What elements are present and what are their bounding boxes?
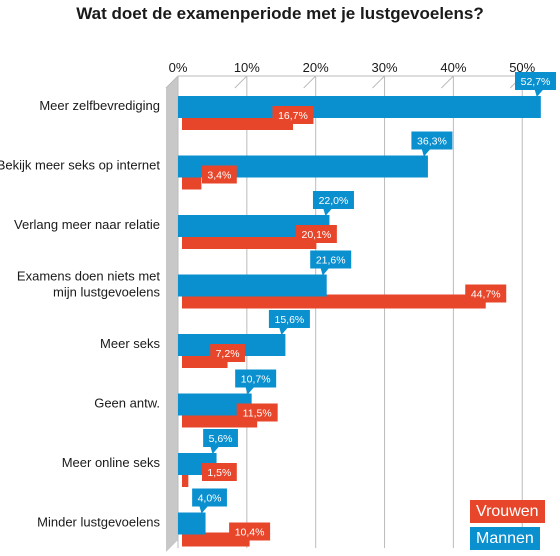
bar-vrouwen [182,116,293,130]
x-tick-label: 10% [234,60,260,75]
data-label-vrouwen-box [202,463,237,481]
data-label-vrouwen-box [465,284,507,303]
category-label: Geen antw. [94,396,160,411]
x-tick-label: 40% [440,60,466,75]
gridline-slant [165,75,179,89]
data-label-vrouwen-box [236,403,278,422]
data-label-mannen-pointer [323,209,332,216]
category-label: Bekijk meer seks op internet [0,158,160,173]
data-label-mannen-box [203,429,238,447]
data-label-mannen-box [312,191,354,209]
legend-vrouwen: Vrouwen [470,500,545,523]
data-label-mannen-pointer [421,149,430,157]
data-label-vrouwen-box [229,522,271,541]
data-label-vrouwen: 7,2% [216,348,240,360]
category-label: Meer seks [100,336,160,351]
x-tick-label: 20% [303,60,329,75]
data-label-mannen: 36,3% [417,136,447,148]
gridline-slant [234,75,248,89]
data-label-vrouwen-box [210,344,245,362]
category-label: mijn lustgevoelens [53,285,160,300]
x-tick-label: 30% [372,60,398,75]
data-label-mannen-box [235,369,277,388]
data-label-vrouwen: 11,5% [243,408,272,420]
x-tick-label: 0% [169,60,188,75]
bar-vrouwen [182,294,486,309]
legend-mannen: Mannen [470,527,540,550]
data-label-mannen-pointer [199,506,208,514]
category-label: Minder lustgevoelens [37,515,160,530]
data-label-mannen: 10,7% [241,374,271,386]
data-label-mannen-box [310,250,352,269]
chart-side-wall [166,76,178,552]
data-label-vrouwen: 3,4% [207,170,231,182]
data-label-mannen-box [192,488,227,507]
data-label-mannen: 21,6% [316,255,346,267]
data-label-mannen-box [411,131,453,150]
data-label-mannen: 22,0% [319,195,349,207]
data-label-vrouwen: 16,7% [278,110,308,122]
bar-mannen [178,512,206,535]
chart-title: Wat doet de examenperiode met je lustgev… [76,4,484,23]
data-label-mannen: 4,0% [198,493,222,505]
bar-mannen [178,96,541,118]
data-label-mannen: 15,6% [275,314,305,326]
bar-mannen [178,155,428,178]
data-label-vrouwen-box [202,165,237,184]
bar-vrouwen [182,175,202,190]
data-label-vrouwen-box [295,225,337,243]
data-label-mannen-pointer [210,447,219,454]
data-label-mannen-pointer [279,328,288,335]
category-label: Meer zelfbevrediging [39,98,160,113]
gridline-slant [303,75,317,89]
bar-mannen [178,393,252,416]
x-tick-label: 50% [509,60,535,75]
category-label: Meer online seks [62,455,161,470]
data-label-vrouwen: 10,4% [235,527,265,539]
data-label-mannen-box [268,310,310,328]
data-label-mannen-box [515,72,556,90]
gridline-slant [372,75,385,89]
data-label-mannen: 5,6% [209,433,233,445]
data-label-vrouwen-box [272,106,314,124]
data-label-vrouwen: 1,5% [207,467,231,479]
bar-vrouwen [182,473,189,487]
data-label-mannen-pointer [320,268,329,276]
gridline-slant [441,75,454,89]
data-label-mannen-pointer [534,90,543,97]
data-label-mannen: 52,7% [521,76,551,88]
category-label: Examens doen niets met [17,269,160,284]
data-label-mannen-pointer [245,387,254,395]
data-label-vrouwen: 44,7% [471,289,501,301]
bar-mannen [178,215,330,237]
bar-mannen [178,274,327,297]
data-label-vrouwen: 20,1% [301,229,331,241]
category-label: Verlang meer naar relatie [14,217,160,232]
bar-vrouwen [182,235,317,249]
